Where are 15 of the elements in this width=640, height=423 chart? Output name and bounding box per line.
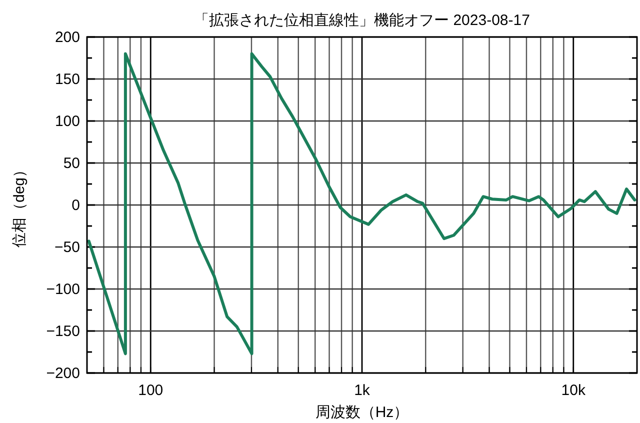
x-tick-label: 10k — [561, 382, 586, 399]
y-tick-label: 100 — [54, 113, 80, 130]
y-tick-label: 50 — [63, 155, 80, 172]
y-tick-label: −100 — [46, 281, 80, 298]
y-tick-label: −50 — [54, 239, 80, 256]
x-axis-title: 周波数（Hz） — [315, 404, 409, 421]
y-tick-label: 200 — [54, 29, 80, 46]
y-tick-label: 150 — [54, 71, 80, 88]
x-tick-label: 100 — [138, 382, 164, 399]
y-axis-title: 位相（deg） — [11, 162, 28, 248]
y-tick-label: −150 — [46, 323, 80, 340]
x-tick-label: 1k — [354, 382, 370, 399]
y-tick-label: −200 — [46, 365, 80, 382]
y-tick-label: 0 — [72, 197, 80, 214]
chart-title: 「拡張された位相直線性」機能オフー 2023-08-17 — [194, 12, 530, 29]
